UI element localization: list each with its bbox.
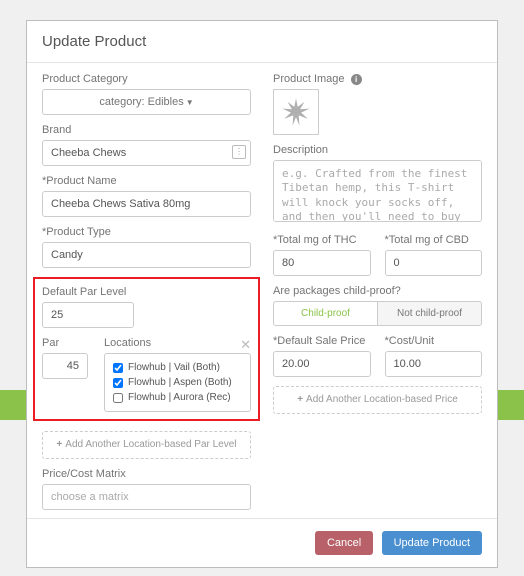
update-product-button[interactable]: Update Product: [382, 531, 482, 555]
sale-price-label: *Default Sale Price: [273, 335, 371, 347]
matrix-input[interactable]: [42, 484, 251, 510]
childproof-label: Are packages child-proof?: [273, 285, 482, 297]
default-par-label: Default Par Level: [42, 286, 251, 298]
description-label: Description: [273, 144, 482, 156]
cbd-label: *Total mg of CBD: [385, 234, 483, 246]
add-par-level-button[interactable]: +Add Another Location-based Par Level: [42, 431, 251, 459]
cost-unit-input[interactable]: [385, 351, 483, 377]
matrix-label: Price/Cost Matrix: [42, 468, 251, 480]
par-input[interactable]: [42, 353, 88, 379]
sale-price-input[interactable]: [273, 351, 371, 377]
brand-label: Brand: [42, 124, 251, 136]
location-checkbox[interactable]: [113, 363, 123, 373]
plus-icon: +: [297, 394, 303, 405]
product-name-label: *Product Name: [42, 175, 251, 187]
locations-label: Locations: [104, 337, 251, 349]
childproof-toggle: Child-proof Not child-proof: [273, 301, 482, 326]
brand-badge-icon: ⋮: [232, 145, 246, 159]
product-name-input[interactable]: [42, 191, 251, 217]
product-image-label: Product Image i: [273, 73, 482, 85]
thc-input[interactable]: [273, 250, 371, 276]
product-type-input[interactable]: [42, 242, 251, 268]
product-image-box[interactable]: [273, 89, 319, 135]
description-input[interactable]: [273, 160, 482, 222]
par-label: Par: [42, 337, 88, 349]
modal-header: Update Product: [27, 21, 497, 63]
add-price-button[interactable]: +Add Another Location-based Price: [273, 386, 482, 414]
cancel-button[interactable]: Cancel: [315, 531, 373, 555]
product-type-label: *Product Type: [42, 226, 251, 238]
location-item[interactable]: Flowhub | Vail (Both): [113, 360, 242, 375]
cbd-input[interactable]: [385, 250, 483, 276]
close-icon[interactable]: ✕: [240, 337, 251, 353]
locations-box: Flowhub | Vail (Both) Flowhub | Aspen (B…: [104, 353, 251, 412]
childproof-yes-button[interactable]: Child-proof: [273, 301, 378, 326]
modal-footer: Cancel Update Product: [27, 518, 497, 567]
childproof-no-button[interactable]: Not child-proof: [378, 301, 482, 326]
thc-label: *Total mg of THC: [273, 234, 371, 246]
cost-unit-label: *Cost/Unit: [385, 335, 483, 347]
chevron-down-icon: ▼: [186, 98, 194, 107]
category-label: Product Category: [42, 73, 251, 85]
info-icon: i: [351, 74, 362, 85]
par-level-highlight: Default Par Level ✕ Par Locations: [33, 277, 260, 421]
location-item[interactable]: Flowhub | Aurora (Rec): [113, 390, 242, 405]
location-checkbox[interactable]: [113, 378, 123, 388]
update-product-modal: Update Product Product Category category…: [26, 20, 498, 568]
plus-icon: +: [56, 439, 62, 450]
location-item[interactable]: Flowhub | Aspen (Both): [113, 375, 242, 390]
category-dropdown[interactable]: category: Edibles▼: [42, 89, 251, 115]
modal-title: Update Product: [42, 33, 482, 50]
leaf-icon: [279, 95, 313, 129]
location-checkbox[interactable]: [113, 393, 123, 403]
default-par-input[interactable]: [42, 302, 134, 328]
brand-input[interactable]: [42, 140, 251, 166]
